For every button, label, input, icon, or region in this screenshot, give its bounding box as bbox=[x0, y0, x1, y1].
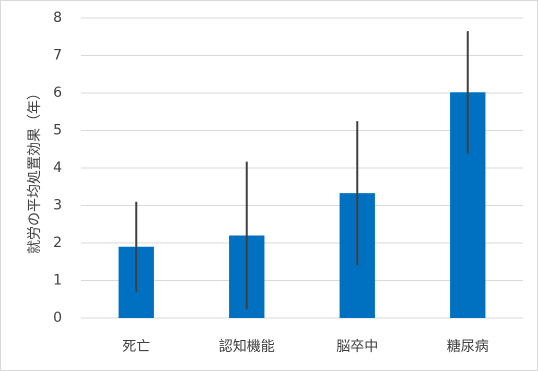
y-tick-label: 5 bbox=[53, 123, 62, 139]
y-tick-label: 8 bbox=[53, 10, 62, 26]
x-tick-label: 脳卒中 bbox=[336, 339, 378, 355]
x-tick-label: 死亡 bbox=[122, 339, 150, 355]
y-tick-label: 6 bbox=[53, 85, 62, 101]
y-tick-label: 0 bbox=[53, 310, 62, 326]
y-tick-label: 3 bbox=[53, 198, 62, 214]
y-tick-label: 4 bbox=[53, 160, 62, 176]
y-tick-label: 7 bbox=[53, 48, 62, 64]
x-tick-label: 認知機能 bbox=[219, 338, 275, 355]
y-tick-label: 2 bbox=[53, 235, 62, 251]
y-axis-label: 就労の平均処置効果（年） bbox=[27, 86, 43, 254]
y-tick-label: 1 bbox=[53, 273, 62, 289]
x-tick-label: 糖尿病 bbox=[447, 339, 489, 355]
